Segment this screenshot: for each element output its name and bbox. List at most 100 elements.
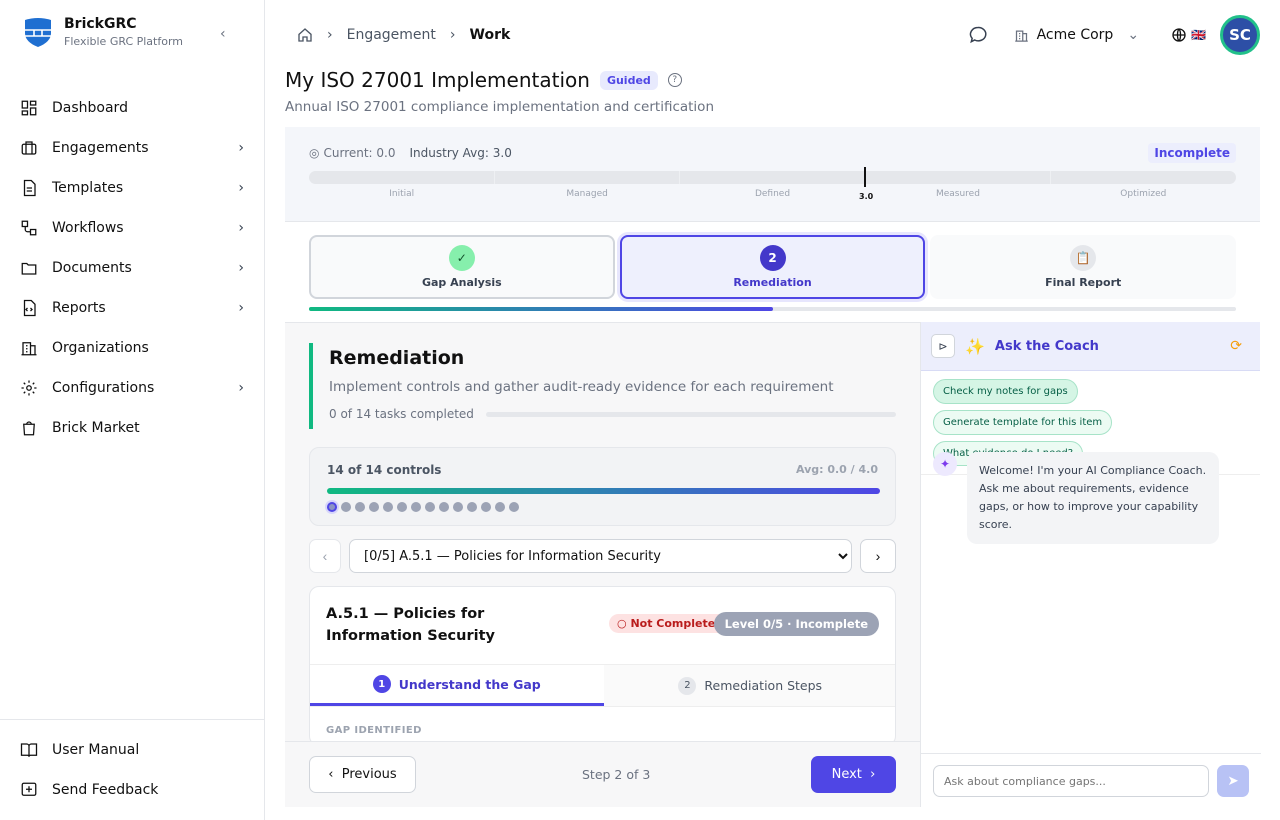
target-icon: ◎ bbox=[309, 146, 320, 160]
chevron-right-icon: › bbox=[238, 260, 244, 276]
page-title: My ISO 27001 Implementation bbox=[285, 68, 590, 92]
next-button[interactable]: Next › bbox=[811, 756, 896, 793]
control-dot[interactable] bbox=[341, 502, 351, 512]
gear-icon bbox=[21, 380, 37, 396]
sidebar-item-label: Send Feedback bbox=[52, 782, 159, 798]
tab-number: 2 bbox=[678, 676, 697, 695]
maturity-level-label: Defined bbox=[754, 189, 791, 199]
uk-flag-icon: 🇬🇧 bbox=[1191, 28, 1206, 42]
suggestion-chip[interactable]: Generate template for this item bbox=[933, 410, 1113, 435]
control-dot[interactable] bbox=[411, 502, 421, 512]
collapse-sidebar-icon[interactable]: ‹ bbox=[220, 26, 226, 42]
brand[interactable]: BrickGRC Flexible GRC Platform bbox=[22, 16, 183, 48]
control-dot[interactable] bbox=[495, 502, 505, 512]
control-dot[interactable] bbox=[327, 502, 337, 512]
send-icon: ➤ bbox=[1227, 773, 1239, 788]
language-switcher[interactable]: 🇬🇧 bbox=[1171, 27, 1206, 43]
welcome-message: Welcome! I'm your AI Compliance Coach. A… bbox=[967, 452, 1219, 544]
breadcrumb-work: Work bbox=[469, 27, 511, 43]
tab-label: Remediation Steps bbox=[704, 678, 823, 693]
circle-icon: ○ bbox=[617, 617, 631, 630]
sidebar-item-send-feedback[interactable]: Send Feedback bbox=[0, 770, 264, 810]
dashboard-icon bbox=[21, 100, 37, 116]
sidebar-item-configurations[interactable]: Configurations › bbox=[0, 368, 264, 408]
brand-name: BrickGRC bbox=[64, 16, 137, 32]
user-avatar[interactable]: SC bbox=[1220, 15, 1260, 55]
sidebar-item-label: Organizations bbox=[52, 340, 149, 356]
not-completed-badge: ○ Not Completed bbox=[609, 614, 732, 633]
step-label: Gap Analysis bbox=[421, 276, 502, 289]
chevron-right-icon: › bbox=[238, 140, 244, 156]
step-remediation[interactable]: 2 Remediation bbox=[619, 235, 926, 299]
maturity-level-label: Managed bbox=[566, 189, 608, 199]
control-dot[interactable] bbox=[369, 502, 379, 512]
send-button[interactable]: ➤ bbox=[1217, 765, 1249, 797]
next-control-button[interactable]: › bbox=[860, 539, 896, 573]
control-dot[interactable] bbox=[397, 502, 407, 512]
maturity-level-label: Optimized bbox=[1120, 189, 1167, 199]
control-dot[interactable] bbox=[383, 502, 393, 512]
help-icon[interactable]: ? bbox=[667, 73, 682, 87]
current-score: Current: 0.0 bbox=[323, 146, 396, 160]
controls-count: 14 of 14 controls bbox=[327, 463, 442, 477]
chat-icon[interactable] bbox=[968, 25, 988, 45]
sidebar-item-organizations[interactable]: Organizations bbox=[0, 328, 264, 368]
previous-control-button[interactable]: ‹ bbox=[309, 539, 341, 573]
control-dot[interactable] bbox=[453, 502, 463, 512]
workflow-icon bbox=[21, 220, 37, 236]
breadcrumb: › Engagement › Work bbox=[297, 27, 510, 43]
org-switcher[interactable]: Acme Corp ⌄ bbox=[1014, 27, 1139, 43]
guided-badge: Guided bbox=[599, 70, 658, 90]
control-select[interactable]: [0/5] A.5.1 — Policies for Information S… bbox=[349, 539, 852, 573]
controls-summary: 14 of 14 controls Avg: 0.0 / 4.0 bbox=[309, 447, 896, 526]
refresh-icon[interactable]: ⟳ bbox=[1230, 338, 1242, 354]
control-dot[interactable] bbox=[439, 502, 449, 512]
home-icon[interactable] bbox=[297, 27, 313, 43]
section-description: Implement controls and gather audit-read… bbox=[329, 379, 834, 395]
chevron-down-icon: ⌄ bbox=[1127, 27, 1140, 43]
sidebar-item-reports[interactable]: Reports › bbox=[0, 288, 264, 328]
control-dot[interactable] bbox=[425, 502, 435, 512]
sidebar-item-templates[interactable]: Templates › bbox=[0, 168, 264, 208]
sidebar-item-user-manual[interactable]: User Manual bbox=[0, 730, 264, 770]
maturity-panel: ◎ Current: 0.0 Industry Avg: 3.0 Incomplet… bbox=[285, 127, 1260, 222]
sidebar-item-dashboard[interactable]: Dashboard bbox=[0, 88, 264, 128]
control-dot[interactable] bbox=[481, 502, 491, 512]
previous-label: Previous bbox=[341, 767, 397, 782]
step-final-report[interactable]: 📋 Final Report bbox=[930, 235, 1237, 299]
breadcrumb-engagement[interactable]: Engagement bbox=[346, 27, 436, 43]
book-icon bbox=[20, 743, 38, 757]
sidebar-item-workflows[interactable]: Workflows › bbox=[0, 208, 264, 248]
controls-progress-bar bbox=[327, 488, 880, 494]
bot-avatar-sparkles-icon: ✦ bbox=[933, 452, 957, 476]
industry-avg-marker bbox=[864, 167, 866, 187]
collapse-panel-button[interactable]: ⊳ bbox=[931, 334, 955, 358]
workflow-stepper: ✓ Gap Analysis 2 Remediation 📋 Final Report bbox=[309, 235, 1237, 299]
control-dot[interactable] bbox=[467, 502, 477, 512]
control-dot[interactable] bbox=[355, 502, 365, 512]
steps-progress-bar bbox=[309, 307, 1236, 311]
step-gap-analysis[interactable]: ✓ Gap Analysis bbox=[309, 235, 615, 299]
feedback-icon bbox=[21, 782, 37, 796]
suggestion-chip[interactable]: Check my notes for gaps bbox=[933, 379, 1078, 404]
page-header: My ISO 27001 Implementation Guided ? bbox=[285, 68, 682, 92]
control-dot[interactable] bbox=[509, 502, 519, 512]
clipboard-icon: 📋 bbox=[1070, 245, 1097, 271]
briefcase-icon bbox=[21, 141, 37, 155]
sidebar-item-engagements[interactable]: Engagements › bbox=[0, 128, 264, 168]
maturity-scale-bar bbox=[309, 171, 1236, 184]
sidebar-item-brick-market[interactable]: Brick Market bbox=[0, 408, 264, 448]
maturity-level-label: Measured bbox=[935, 189, 980, 199]
tasks-progress-bar bbox=[485, 411, 896, 417]
maturity-level-label: Initial bbox=[389, 189, 415, 199]
gap-identified-heading: GAP IDENTIFIED bbox=[326, 725, 422, 736]
sidebar-item-label: Templates bbox=[52, 180, 124, 196]
building-icon bbox=[1014, 30, 1028, 42]
tab-remediation-steps[interactable]: 2 Remediation Steps bbox=[604, 665, 896, 706]
tab-understand-gap[interactable]: 1 Understand the Gap bbox=[310, 665, 604, 706]
sidebar-item-documents[interactable]: Documents › bbox=[0, 248, 264, 288]
chevron-right-icon: › bbox=[238, 380, 244, 396]
remediation-panel: Remediation Implement controls and gathe… bbox=[285, 322, 920, 807]
previous-button[interactable]: ‹ Previous bbox=[309, 756, 416, 793]
coach-input[interactable] bbox=[933, 765, 1209, 797]
